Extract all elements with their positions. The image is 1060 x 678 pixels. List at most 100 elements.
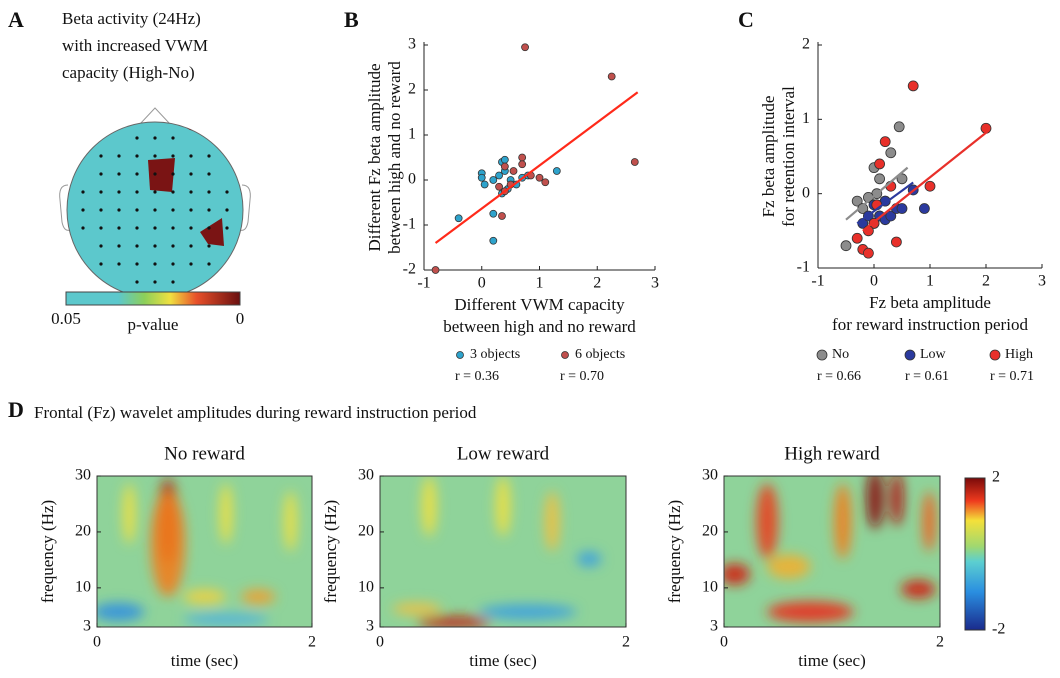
heatmap-blob	[284, 491, 297, 552]
electrode	[99, 190, 103, 194]
x-tick-label: 0	[478, 275, 486, 292]
r-label: r = 0.70	[560, 369, 604, 384]
x-tick-label: 2	[936, 634, 944, 651]
point	[885, 210, 897, 222]
heatmap-blob	[866, 476, 884, 529]
frame	[379, 475, 627, 628]
electrode	[135, 208, 139, 212]
heatmap-blob	[495, 476, 511, 537]
electrode	[117, 154, 121, 158]
electrode	[117, 172, 121, 176]
x-axis-label: time (sec)	[171, 651, 239, 670]
point	[480, 180, 489, 189]
y-tick-label: 1	[802, 110, 810, 127]
heatmap-blob	[834, 483, 852, 560]
electrode	[207, 262, 211, 266]
fit-line	[434, 91, 639, 244]
heatmap-blob	[544, 491, 560, 552]
heatmap-blob	[183, 589, 226, 605]
electrode	[171, 190, 175, 194]
panel-letter: C	[738, 7, 754, 32]
x-axis-label: Fz beta amplitude	[869, 293, 991, 312]
y-tick-label: 30	[75, 467, 91, 484]
legend-label: High	[1005, 347, 1033, 362]
legend-marker	[561, 351, 569, 359]
point	[874, 173, 885, 185]
point	[840, 240, 852, 252]
electrode	[171, 262, 175, 266]
electrode	[153, 136, 157, 140]
y-tick-label: 3	[408, 36, 416, 53]
electrode	[135, 190, 139, 194]
colorbar-tick-label: -2	[992, 621, 1005, 638]
point	[885, 147, 897, 159]
electrode	[207, 190, 211, 194]
y-tick-label: 10	[75, 579, 91, 596]
electrode	[153, 280, 157, 284]
electrode	[117, 190, 121, 194]
x-tick-label: -1	[417, 275, 430, 292]
electrode	[135, 226, 139, 230]
heatmap-blob	[767, 601, 854, 623]
r-label: r = 0.36	[455, 369, 499, 384]
subplot-title: No reward	[164, 443, 245, 464]
x-axis-label: for reward instruction period	[832, 315, 1028, 334]
x-tick-label: -1	[811, 273, 824, 290]
panel-title: capacity (High-No)	[62, 63, 195, 82]
point	[500, 162, 509, 171]
electrode	[99, 172, 103, 176]
cluster	[200, 218, 224, 246]
point	[896, 203, 908, 214]
heatmap-blob	[890, 476, 904, 526]
electrode	[99, 262, 103, 266]
electrode	[117, 244, 121, 248]
point	[919, 203, 930, 214]
point	[874, 158, 885, 170]
electrode	[189, 190, 193, 194]
electrode	[207, 172, 211, 176]
electrode	[99, 154, 103, 158]
colorbar-tick-label: 0.05	[51, 309, 81, 328]
y-tick-label: 20	[702, 523, 718, 540]
electrode	[135, 172, 139, 176]
y-axis-label: frequency (Hz)	[38, 500, 57, 603]
heatmap-blob	[421, 476, 437, 537]
electrode	[171, 226, 175, 230]
heatmap-blob	[122, 483, 136, 544]
heatmap-features	[97, 479, 297, 626]
electrode	[189, 244, 193, 248]
point	[851, 232, 863, 244]
heatmap	[97, 476, 312, 627]
fit-line	[845, 166, 909, 221]
y-tick-label: 2	[802, 36, 810, 53]
electrode	[117, 226, 121, 230]
frame	[96, 475, 313, 628]
electrode	[189, 226, 193, 230]
electrode	[99, 226, 103, 230]
colorbar	[964, 477, 986, 631]
nose	[139, 107, 171, 125]
colorbar-label: p-value	[128, 315, 179, 334]
frame	[723, 475, 941, 628]
x-tick-label: 0	[93, 634, 101, 651]
y-tick-label: 3	[366, 618, 374, 635]
y-tick-label: -1	[797, 259, 810, 276]
r-label: r = 0.61	[905, 369, 949, 384]
heatmap-features	[724, 476, 936, 623]
point	[489, 236, 498, 245]
electrode	[81, 208, 85, 212]
electrode	[117, 262, 121, 266]
electrode	[135, 136, 139, 140]
electrode	[153, 226, 157, 230]
electrode	[189, 208, 193, 212]
cluster	[148, 158, 175, 192]
subplot-title: Low reward	[457, 443, 550, 464]
electrode	[135, 154, 139, 158]
electrode	[81, 190, 85, 194]
electrode	[135, 244, 139, 248]
heatmap	[380, 476, 626, 627]
electrode	[171, 136, 175, 140]
legend-label: Low	[920, 347, 947, 362]
heatmap-blob	[219, 483, 233, 544]
